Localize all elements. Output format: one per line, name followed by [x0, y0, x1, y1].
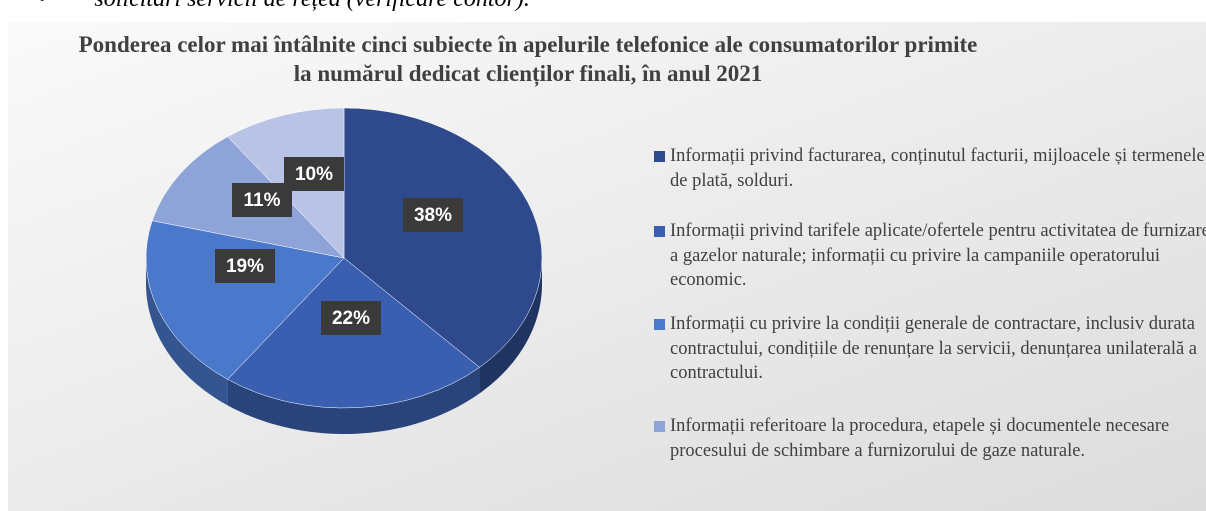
data-label-box [232, 183, 292, 217]
legend-label: Informații privind facturarea, conținutu… [670, 146, 1205, 191]
data-label-box [321, 301, 381, 335]
data-label: 10% [295, 164, 333, 185]
document-line: solicitări servicii de rețea (verificare… [94, 0, 529, 12]
chart-title: Ponderea celor mai întâlnite cinci subie… [78, 32, 978, 86]
data-label: 38% [414, 205, 452, 226]
pie-slice [343, 107, 543, 368]
pie-side [479, 258, 542, 394]
legend-label: Informații privind tarifele aplicate/ofe… [670, 221, 1206, 290]
legend-swatch [654, 226, 665, 237]
pie-slice [145, 220, 345, 380]
legend-label: Informații cu privire la condiții genera… [670, 314, 1198, 383]
legend-swatch [654, 151, 665, 162]
data-label-box [284, 157, 344, 191]
legend-swatch [654, 319, 665, 330]
document-text: •solicitări servicii de rețea (verificar… [38, 0, 530, 13]
legend-swatch [654, 421, 665, 432]
data-label: 11% [244, 190, 281, 211]
data-label: 22% [332, 308, 370, 329]
legend-entry: Informații privind facturarea, conținutu… [652, 144, 1206, 193]
pie-area: 38% 22% 19% 11% 10% [145, 107, 543, 434]
legend-label: Informații referitoare la procedura, eta… [670, 416, 1170, 461]
data-label-box [403, 198, 463, 232]
legend-entry: Informații cu privire la condiții genera… [652, 312, 1206, 386]
pie-side [227, 367, 480, 434]
chart: Ponderea celor mai întâlnite cinci subie… [8, 22, 1206, 511]
legend-entry: Informații referitoare la procedura, eta… [652, 414, 1206, 463]
pie-side [146, 258, 228, 406]
data-label-box [215, 249, 275, 283]
data-label: 19% [226, 256, 264, 277]
legend-entry: Informații privind tarifele aplicate/ofe… [652, 219, 1206, 293]
